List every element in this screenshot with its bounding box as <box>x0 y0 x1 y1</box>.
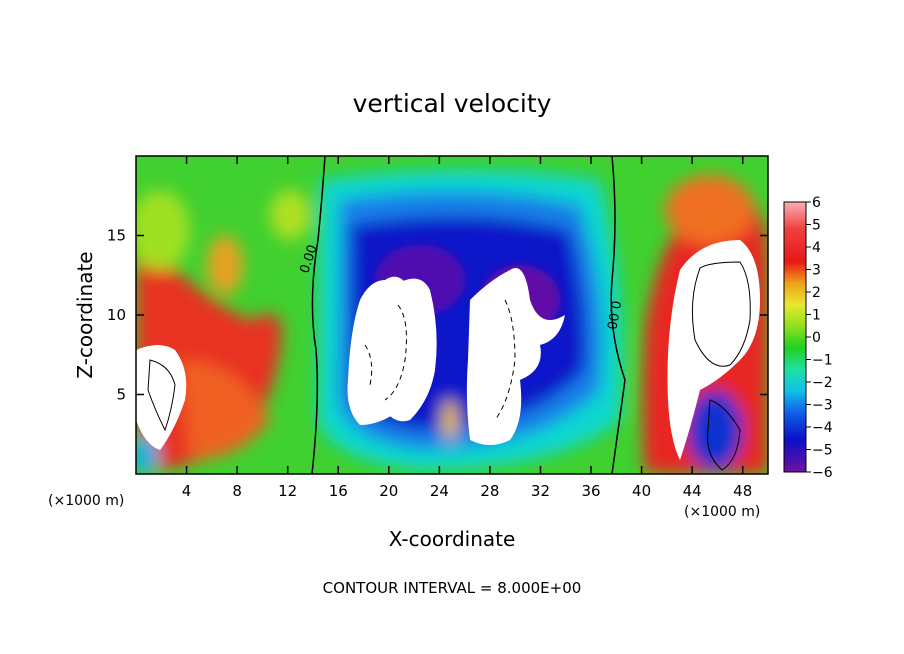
y-tick-label: 15 <box>107 227 126 245</box>
colorbar-tick-label: 2 <box>812 285 821 301</box>
x-tick-label: 32 <box>531 482 550 500</box>
contour-lines <box>147 156 751 474</box>
y-tick-label: 5 <box>116 386 126 404</box>
x-tick-label: 48 <box>733 482 752 500</box>
colorbar-tick-label: −5 <box>812 443 833 459</box>
colorbar <box>783 201 807 473</box>
dashed-contours <box>364 299 516 421</box>
contour-label: 0.00 <box>603 299 623 330</box>
x-tick-label: 28 <box>480 482 499 500</box>
x-tick-label: 36 <box>581 482 600 500</box>
colorbar-tick-label: −2 <box>812 375 833 391</box>
x-tick-label: 44 <box>683 482 702 500</box>
x-ticks: 4 8 12 16 20 24 28 32 36 40 44 48 <box>182 156 752 500</box>
y-tick-label: 10 <box>107 306 126 324</box>
colorbar-tick-label: 1 <box>812 308 821 324</box>
x-tick-label: 40 <box>632 482 651 500</box>
x-tick-label: 8 <box>232 482 242 500</box>
y-axis-label: Z-coordinate <box>73 251 97 378</box>
heatmap-field <box>136 156 768 474</box>
x-tick-label: 24 <box>430 482 449 500</box>
x-tick-label: 4 <box>182 482 192 500</box>
colorbar-tick-label: 6 <box>812 195 821 211</box>
colorbar-tick-label: −4 <box>812 420 833 436</box>
x-axis-label: X-coordinate <box>389 527 516 551</box>
colorbar-tick-label: −3 <box>812 398 833 414</box>
x-tick-label: 16 <box>329 482 348 500</box>
x-tick-label: 12 <box>278 482 297 500</box>
colorbar-tick-label: 0 <box>812 330 821 346</box>
colorbar-tick-label: 3 <box>812 263 821 279</box>
x-tick-label: 20 <box>379 482 398 500</box>
colorbar-ticks: 6 5 4 3 2 1 0 −1 −2 −3 −4 −5 −6 <box>806 195 833 481</box>
colorbar-tick-label: −6 <box>812 465 833 481</box>
x-unit-left: (×1000 m) <box>48 493 124 509</box>
colorbar-tick-label: −1 <box>812 353 833 369</box>
x-unit-right: (×1000 m) <box>684 504 760 520</box>
contour-interval-note: CONTOUR INTERVAL = 8.000E+00 <box>323 579 582 597</box>
colorbar-tick-label: 5 <box>812 218 821 234</box>
y-ticks: 5 10 15 <box>107 227 768 404</box>
saturated-regions <box>136 240 760 460</box>
chart-title: vertical velocity <box>353 89 552 118</box>
colorbar-tick-label: 4 <box>812 240 821 256</box>
